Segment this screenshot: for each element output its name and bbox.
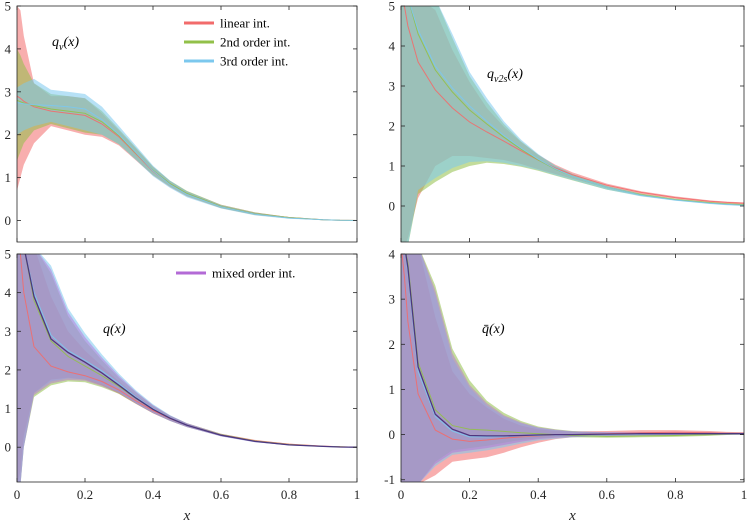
x-tick-label: 0.8	[667, 487, 683, 502]
panel-title: q̄(x)	[482, 322, 505, 337]
y-tick-label: 1	[389, 159, 396, 174]
y-tick-label: 2	[5, 362, 12, 377]
band-qv2s-third	[401, 6, 744, 242]
y-tick-label: 0	[5, 213, 12, 228]
y-tick-label: 3	[5, 84, 12, 99]
panel-qv2s: 0 1 2 3 4 5 qv2s(x)	[389, 0, 745, 243]
x-tick-label: 0	[14, 487, 21, 502]
y-tick-label: 5	[5, 247, 12, 262]
band-q-third	[17, 254, 357, 482]
y-tick-label: 4	[5, 285, 12, 300]
legend-label: 2nd order int.	[220, 35, 290, 50]
x-tick-label: 1	[354, 487, 361, 502]
plot-area-q	[17, 254, 357, 482]
x-axis-label: x	[183, 508, 191, 524]
line-qv2s-third	[409, 6, 744, 206]
band-qv-third	[17, 78, 357, 221]
y-tick-label: 2	[389, 337, 396, 352]
legend-label: 3rd order int.	[220, 54, 288, 69]
band-q-mixed	[17, 254, 357, 482]
y-tick-label: 0	[389, 199, 396, 214]
title-base: q̄	[482, 322, 489, 337]
x-tick-label: 0.2	[461, 487, 477, 502]
line-q-mixed	[24, 254, 357, 448]
panel-title: qv(x)	[52, 35, 79, 53]
x-tick-label: 0.4	[145, 487, 162, 502]
plot-area-qv	[17, 6, 357, 221]
x-tick-label: 1	[741, 487, 747, 502]
panel-title: qv2s(x)	[487, 67, 523, 85]
panel-title: q(x)	[103, 322, 126, 337]
y-tick-label: 2	[5, 127, 12, 142]
axes-frame	[16, 253, 358, 483]
y-tick-label: 5	[5, 0, 12, 14]
y-tick-label: -1	[384, 472, 395, 487]
legend-q: mixed order int.	[170, 260, 350, 286]
y-tick-label: 1	[5, 401, 12, 416]
y-tick-label: 1	[5, 170, 12, 185]
band-qbar-third	[401, 254, 744, 482]
y-tick-label: 3	[5, 324, 12, 339]
band-qbar-mixed	[401, 254, 744, 482]
plot-area-qv2s	[401, 6, 744, 242]
x-tick-label: 0.2	[77, 487, 93, 502]
x-axis-label: x	[568, 508, 576, 524]
axes-frame	[400, 5, 745, 243]
x-tick-label: 0	[398, 487, 405, 502]
panel-q: 0 0.2 0.4 0.6 0.8 1 0 1 2 3 4 5 x q(x) mixed order int…	[5, 247, 361, 525]
plot-area-qbar	[401, 254, 744, 482]
line-qv-third	[17, 102, 357, 221]
title-subscript: v	[59, 42, 64, 53]
title-subscript: v2s	[494, 74, 507, 85]
title-argument: (x)	[489, 322, 505, 337]
line-qv2s-linear	[403, 6, 744, 204]
line-qbar-mixed	[405, 254, 744, 437]
legend-label: linear int.	[220, 16, 270, 31]
y-tick-label: 2	[389, 119, 396, 134]
title-base: q	[52, 35, 59, 50]
y-tick-label: 1	[389, 382, 396, 397]
title-base: q	[487, 67, 494, 82]
axes-frame	[16, 5, 358, 243]
y-tick-label: 3	[389, 292, 396, 307]
title-base: q	[103, 322, 110, 337]
line-qbar-linear	[401, 254, 744, 442]
y-tick-label: 4	[389, 39, 396, 54]
x-tick-label: 0.6	[213, 487, 230, 502]
y-tick-label: 0	[5, 440, 12, 455]
title-argument: (x)	[110, 322, 126, 337]
y-tick-label: 3	[389, 79, 396, 94]
y-tick-label: 0	[389, 427, 396, 442]
y-tick-label: 4	[5, 41, 12, 56]
title-argument: (x)	[507, 67, 523, 82]
panel-qv: 0 1 2 3 4 5 qv(x) linear int. 2nd order int. 3rd …	[5, 0, 358, 243]
axes-frame	[400, 253, 745, 483]
x-tick-label: 0.8	[281, 487, 297, 502]
legend-label: mixed order int.	[212, 266, 295, 281]
legend-qv: linear int. 2nd order int. 3rd order int.	[178, 10, 346, 80]
title-argument: (x)	[63, 35, 79, 50]
y-tick-label: 5	[389, 0, 396, 14]
y-tick-label: 4	[389, 247, 396, 262]
x-tick-label: 0.4	[530, 487, 547, 502]
x-tick-label: 0.6	[599, 487, 616, 502]
